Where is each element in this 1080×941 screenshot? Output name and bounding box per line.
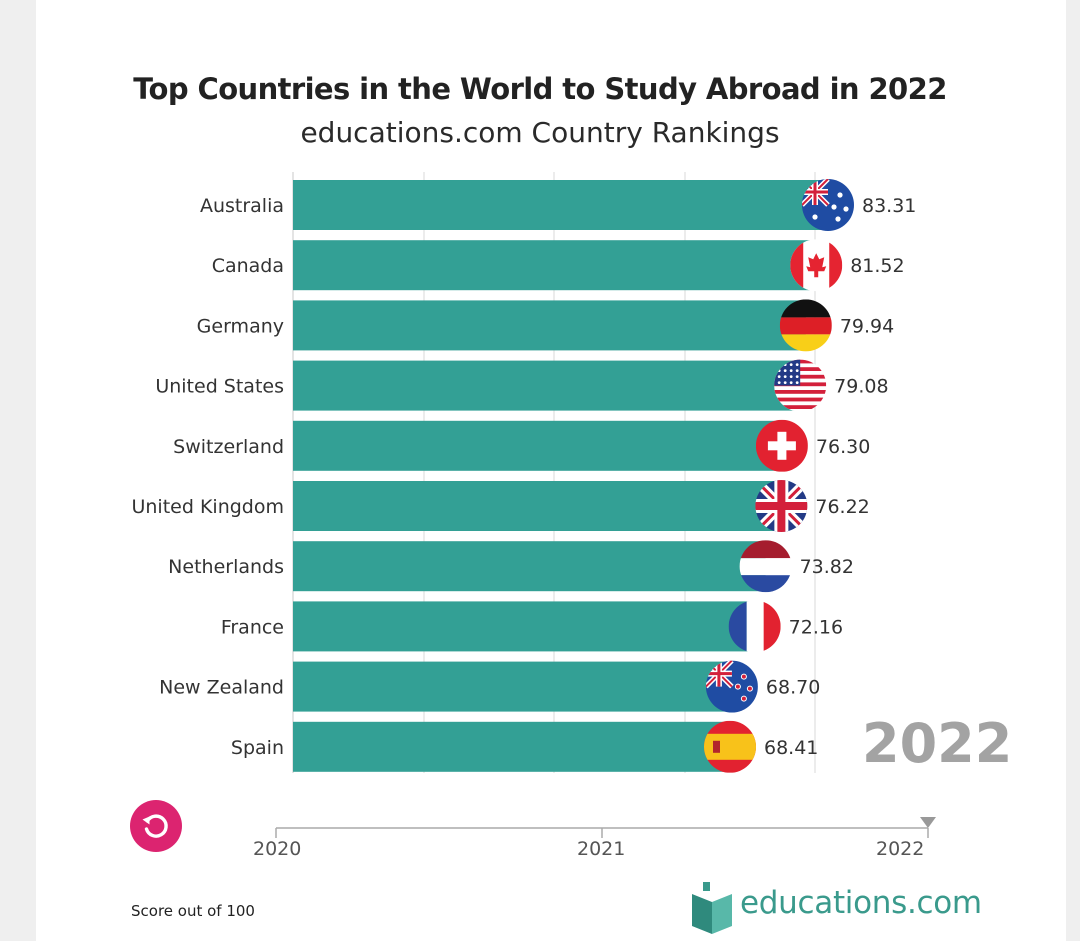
timeline-label-2021: 2021 bbox=[577, 838, 626, 860]
value-label: 73.82 bbox=[800, 556, 854, 578]
new-zealand-flag-icon bbox=[705, 660, 758, 713]
netherlands-flag-icon bbox=[739, 540, 792, 593]
value-label: 81.52 bbox=[850, 255, 904, 277]
footnote: Score out of 100 bbox=[131, 902, 255, 920]
bar-united-states bbox=[293, 360, 801, 411]
spain-flag-icon bbox=[704, 720, 756, 773]
category-label: Netherlands bbox=[168, 556, 284, 578]
switzerland-flag-icon bbox=[755, 419, 808, 472]
educations-logo-icon bbox=[692, 882, 732, 934]
value-label: 79.94 bbox=[840, 315, 894, 337]
australia-flag-icon bbox=[802, 179, 854, 231]
value-label: 79.08 bbox=[834, 376, 888, 398]
bar-netherlands bbox=[293, 541, 766, 592]
category-label: United States bbox=[155, 376, 284, 398]
bar-spain bbox=[293, 721, 730, 772]
france-flag-icon bbox=[728, 600, 781, 653]
bar-france bbox=[293, 601, 755, 652]
value-label: 76.22 bbox=[815, 496, 869, 518]
brand-name: educations.com bbox=[740, 885, 982, 921]
value-label: 68.70 bbox=[766, 677, 820, 699]
category-label: New Zealand bbox=[159, 677, 284, 699]
bar-germany bbox=[293, 300, 806, 351]
category-label: France bbox=[221, 616, 284, 638]
replay-icon bbox=[142, 814, 168, 838]
current-year-watermark: 2022 bbox=[862, 712, 1013, 775]
timeline-label-2020: 2020 bbox=[253, 838, 302, 860]
bar-united-kingdom bbox=[293, 481, 782, 531]
canada-flag-icon bbox=[790, 239, 843, 292]
chart-title: Top Countries in the World to Study Abro… bbox=[133, 72, 947, 106]
category-label: Switzerland bbox=[173, 436, 284, 458]
category-label: Germany bbox=[197, 315, 284, 337]
category-label: Australia bbox=[200, 195, 284, 217]
bar-switzerland bbox=[293, 420, 782, 471]
value-label: 76.30 bbox=[816, 436, 870, 458]
timeline-slider-handle[interactable] bbox=[920, 817, 936, 828]
bar-australia bbox=[293, 180, 828, 230]
category-label: United Kingdom bbox=[131, 496, 284, 518]
timeline-label-2022: 2022 bbox=[876, 838, 925, 860]
value-label: 68.41 bbox=[764, 737, 818, 759]
germany-flag-icon bbox=[779, 299, 832, 352]
replay-button[interactable] bbox=[130, 800, 182, 852]
value-label: 72.16 bbox=[789, 616, 843, 638]
category-label: Canada bbox=[212, 255, 284, 277]
chart-subtitle: educations.com Country Rankings bbox=[300, 116, 780, 149]
uk-flag-icon bbox=[755, 480, 808, 532]
category-label: Spain bbox=[231, 737, 284, 759]
value-label: 83.31 bbox=[862, 195, 916, 217]
bar-canada bbox=[293, 240, 817, 291]
bar-new-zealand bbox=[293, 661, 732, 712]
usa-flag-icon bbox=[774, 359, 827, 412]
